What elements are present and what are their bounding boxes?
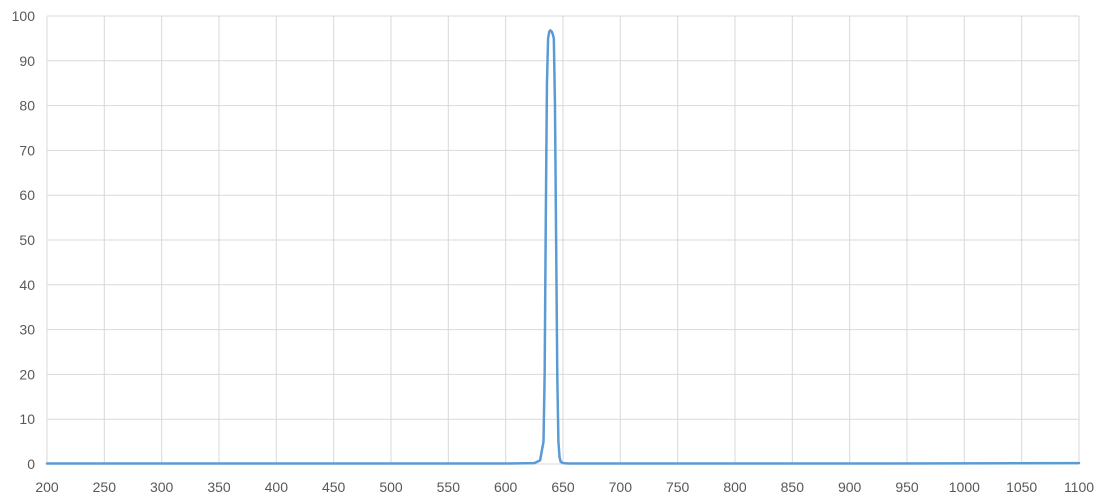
grid — [46, 15, 1080, 465]
x-tick-label: 650 — [551, 479, 575, 495]
x-tick-label: 250 — [93, 479, 117, 495]
x-tick-label: 550 — [437, 479, 461, 495]
y-tick-label: 0 — [27, 456, 35, 472]
y-tick-label: 70 — [19, 142, 35, 158]
x-tick-label: 200 — [35, 479, 59, 495]
y-tick-label: 30 — [19, 322, 35, 338]
y-tick-label: 100 — [12, 8, 36, 24]
x-tick-label: 600 — [494, 479, 518, 495]
x-tick-label: 900 — [838, 479, 862, 495]
x-tick-label: 950 — [895, 479, 919, 495]
x-tick-label: 400 — [265, 479, 289, 495]
x-tick-label: 750 — [666, 479, 690, 495]
x-tick-label: 700 — [609, 479, 633, 495]
y-tick-label: 10 — [19, 411, 35, 427]
x-tick-label: 500 — [379, 479, 403, 495]
y-tick-label: 50 — [19, 232, 35, 248]
x-tick-label: 1000 — [949, 479, 980, 495]
series-line — [45, 29, 1081, 465]
y-tick-label: 20 — [19, 366, 35, 382]
x-tick-label: 450 — [322, 479, 346, 495]
y-tick-label: 90 — [19, 53, 35, 69]
y-tick-label: 80 — [19, 98, 35, 114]
y-tick-label: 60 — [19, 187, 35, 203]
x-tick-label: 850 — [781, 479, 805, 495]
x-tick-label: 1050 — [1006, 479, 1037, 495]
x-tick-label: 800 — [723, 479, 747, 495]
x-tick-label: 1100 — [1064, 479, 1094, 495]
y-tick-label: 40 — [19, 277, 35, 293]
x-tick-label: 300 — [150, 479, 174, 495]
x-tick-label: 350 — [207, 479, 231, 495]
